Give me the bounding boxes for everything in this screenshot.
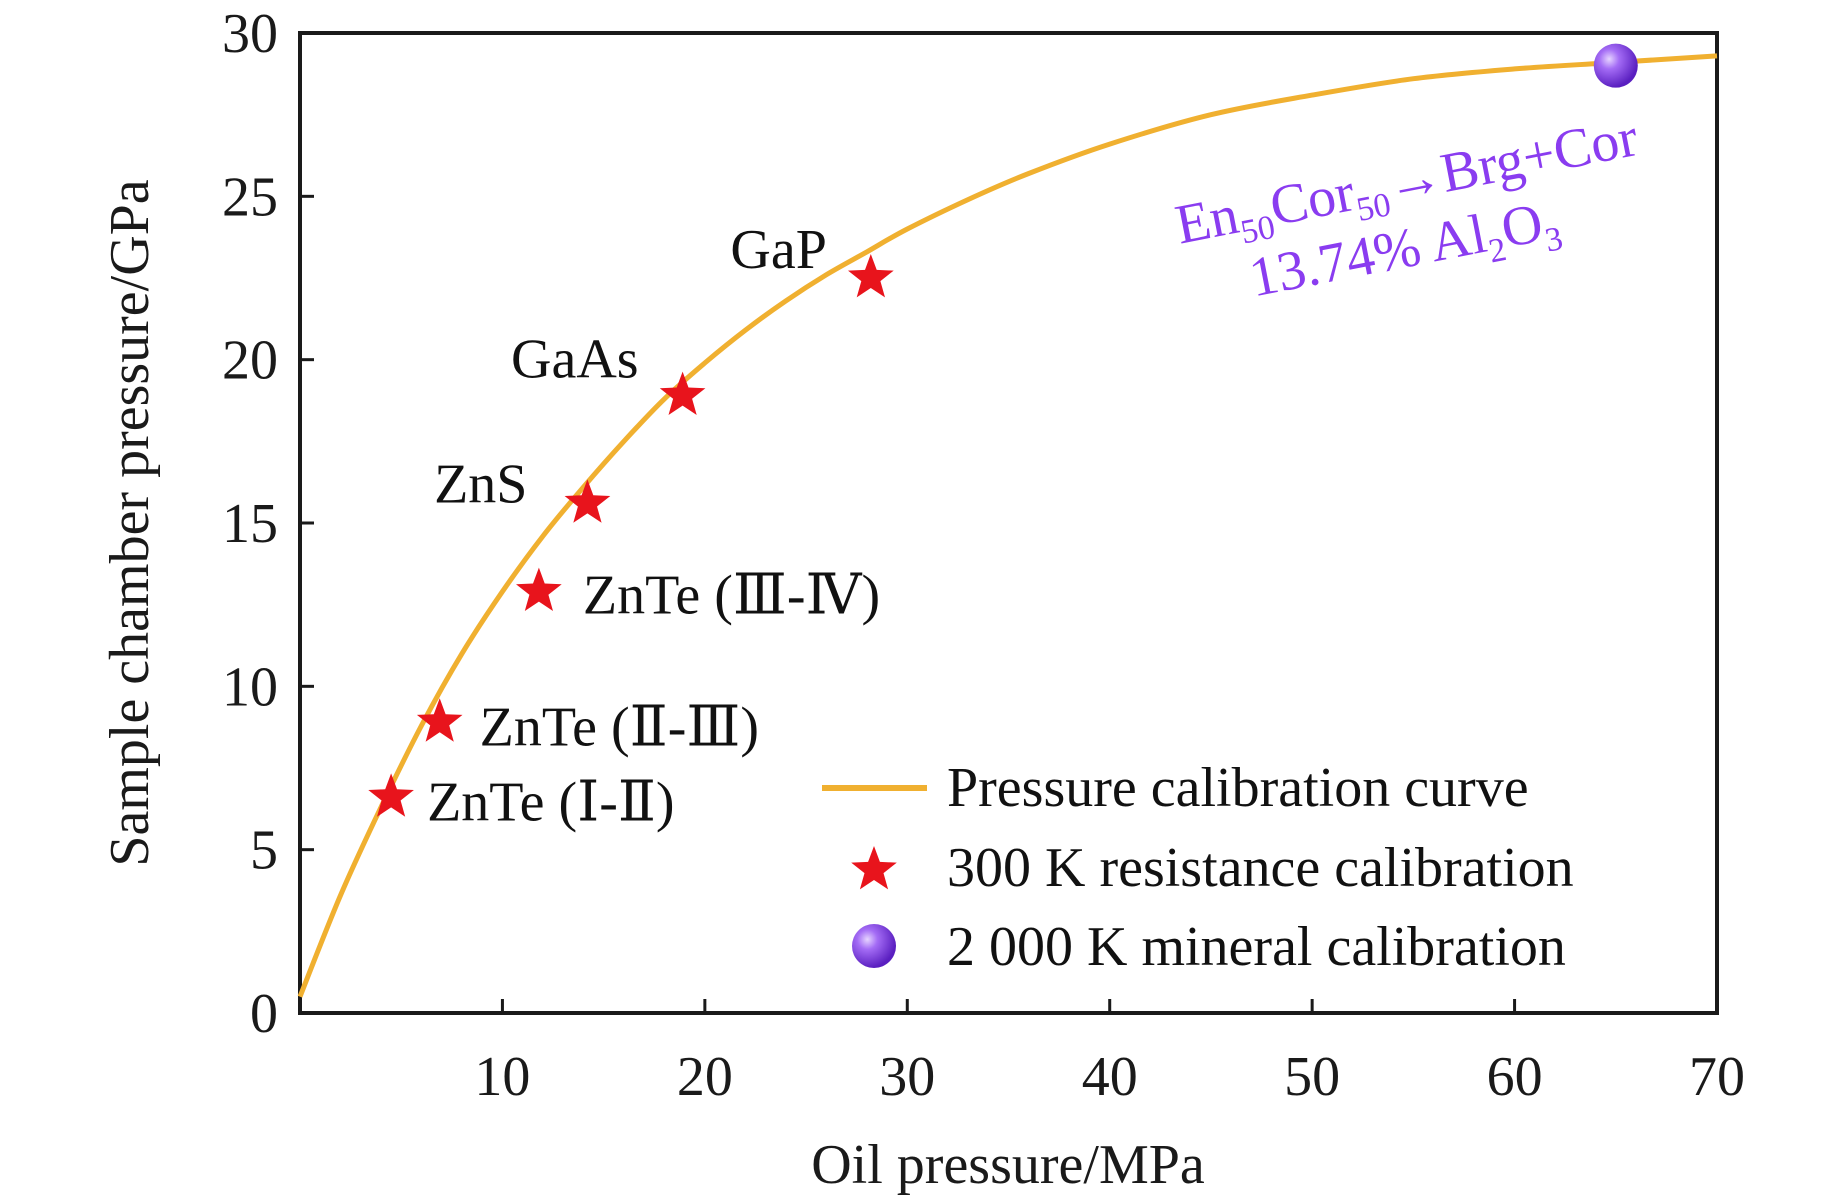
legend: Pressure calibration curve 300 K resista…	[822, 757, 1574, 978]
y-tick-label: 25	[222, 166, 278, 228]
annotation-layer: ZnTe (Ⅰ-Ⅱ) ZnTe (Ⅱ-Ⅲ) ZnTe (Ⅲ-Ⅳ) ZnS GaAs GaP	[427, 219, 880, 833]
x-tick-label: 50	[1284, 1046, 1340, 1108]
resistance-calibration-point	[368, 773, 414, 817]
point-annotation: ZnS	[434, 453, 527, 515]
y-tick-label: 15	[222, 493, 278, 555]
x-tick-label: 40	[1082, 1046, 1138, 1108]
resistance-calibration-point	[516, 567, 562, 611]
point-annotation: GaAs	[511, 329, 639, 391]
point-annotation: ZnTe (Ⅱ-Ⅲ)	[480, 696, 759, 758]
resistance-calibration-point	[416, 698, 463, 742]
resistance-calibration-point	[848, 254, 894, 298]
y-axis-title: Sample chamber pressure/GPa	[99, 179, 161, 866]
legend-label-resistance: 300 K resistance calibration	[947, 837, 1574, 899]
x-tick-label: 30	[879, 1046, 935, 1108]
y-tick-label: 0	[250, 983, 278, 1045]
mineral-calibration-point	[1593, 43, 1638, 88]
legend-label-curve: Pressure calibration curve	[947, 757, 1529, 819]
x-tick-label: 70	[1689, 1046, 1745, 1108]
x-tick-label: 20	[677, 1046, 733, 1108]
y-tick-label: 20	[222, 330, 278, 392]
legend-sphere-icon	[852, 924, 896, 968]
point-annotation: ZnTe (Ⅰ-Ⅱ)	[427, 771, 675, 833]
y-tick-label: 10	[222, 656, 278, 718]
resistance-calibration-point	[564, 479, 611, 523]
point-annotation: ZnTe (Ⅲ-Ⅳ)	[583, 565, 880, 627]
resistance-calibration-point	[659, 371, 706, 415]
point-annotation: GaP	[730, 219, 826, 281]
y-tick-label: 5	[250, 820, 278, 882]
mineral-note: En50Cor50→Brg+Cor 13.74% Al2O3	[1171, 106, 1643, 309]
y-tick-label: 30	[222, 3, 278, 65]
x-axis-title: Oil pressure/MPa	[811, 1134, 1205, 1196]
calibration-curve-layer	[297, 53, 1718, 998]
marker-layer	[368, 43, 1638, 817]
legend-label-mineral: 2 000 K mineral calibration	[947, 916, 1566, 978]
x-tick-label: 60	[1487, 1046, 1543, 1108]
axis-tick-labels: 10 20 30 40 50 60 70 0 5 10 15 20 25 30	[222, 3, 1745, 1108]
calibration-curve	[297, 53, 1718, 998]
axis-ticks	[300, 31, 1719, 1015]
x-tick-label: 10	[474, 1046, 530, 1108]
legend-star-icon	[851, 846, 897, 890]
